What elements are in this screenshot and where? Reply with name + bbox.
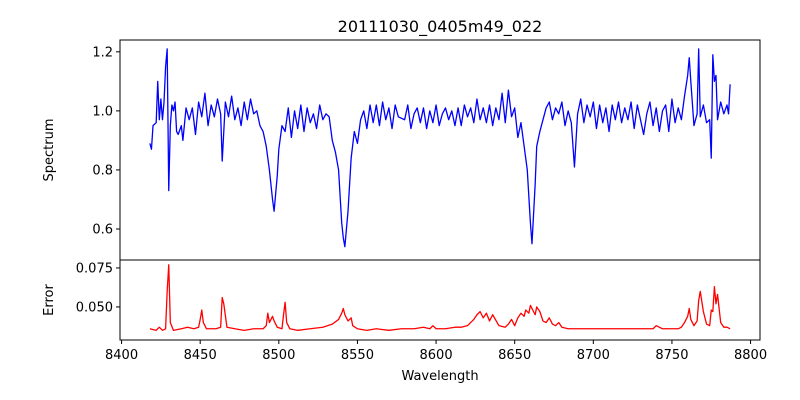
xtick-label: 8650 (498, 348, 531, 363)
xtick-label: 8500 (262, 348, 295, 363)
xtick-label: 8400 (105, 348, 138, 363)
spectrum-ytick-label: 0.8 (92, 163, 113, 178)
xtick-label: 8750 (655, 348, 688, 363)
y-axis-label-spectrum: Spectrum (42, 119, 57, 182)
error-axes-frame (119, 259, 761, 341)
chart-title: 20111030_0405m49_022 (338, 17, 543, 37)
spectrum-ytick-label: 1.2 (92, 45, 113, 60)
spectrum-axes-frame (119, 39, 761, 261)
spectrum-ytick-label: 0.6 (92, 222, 113, 237)
xtick-label: 8800 (734, 348, 767, 363)
x-axis-label: Wavelength (401, 369, 478, 384)
xtick-label: 8700 (577, 348, 610, 363)
error-line (149, 264, 731, 331)
spectrum-line (149, 48, 731, 248)
error-ytick-label: 0.075 (76, 261, 113, 276)
xtick-label: 8450 (184, 348, 217, 363)
xtick-label: 8550 (341, 348, 374, 363)
spectrum-ytick-label: 1.0 (92, 104, 113, 119)
error-ytick-label: 0.050 (76, 300, 113, 315)
xtick-label: 8600 (420, 348, 453, 363)
y-axis-label-error: Error (42, 284, 57, 316)
